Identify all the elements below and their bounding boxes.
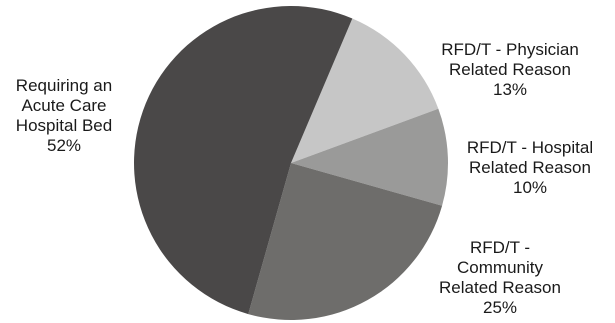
slice-label-physician-line-2: Related Reason [449,60,571,79]
slice-label-acute-care: Requiring an Acute Care Hospital Bed 52% [0,76,128,156]
slice-value-physician: 13% [492,80,528,99]
slice-label-hospital-line-2: Related Reason [469,158,591,177]
pie-slice-community [248,163,443,321]
pie-slice-hospital [291,108,448,206]
slice-value-community: 25% [482,298,518,317]
slice-label-hospital-line-1: RFD/T - Hospital [466,138,594,157]
slice-label-physician: RFD/T - Physician Related Reason 13% [420,40,600,100]
slice-value-hospital: 10% [512,178,548,197]
pie-slice-physician [291,18,439,164]
slice-value-acute-care: 52% [46,136,82,155]
slice-label-community-line-1: RFD/T - [469,238,531,257]
slice-label-acute-care-line-1: Requiring an [15,76,113,95]
pie-slice-acute-care [134,6,353,315]
slice-label-hospital: RFD/T - Hospital Related Reason 10% [445,138,615,198]
slice-label-community-line-2: Community [457,258,543,277]
slice-label-community-line-3: Related Reason [439,278,561,297]
slice-label-acute-care-line-2: Acute Care [21,96,107,115]
slice-label-physician-line-1: RFD/T - Physician [441,40,579,59]
slice-label-acute-care-line-3: Hospital Bed [15,116,113,135]
slice-label-community: RFD/T - Community Related Reason 25% [425,238,575,318]
